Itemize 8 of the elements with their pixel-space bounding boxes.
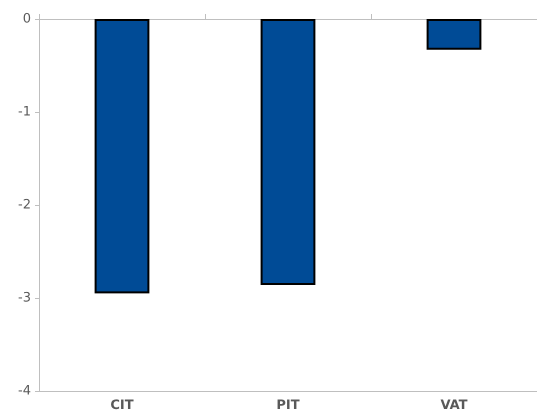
y-tick-label: -3 xyxy=(18,290,31,306)
x-tick-label: PIT xyxy=(276,398,300,413)
y-tick-label: -4 xyxy=(18,384,31,398)
x-tick-label: CIT xyxy=(110,398,134,413)
y-tick-label: 0 xyxy=(22,12,31,26)
y-tick-label: -2 xyxy=(18,198,31,212)
x-tick-label: VAT xyxy=(440,398,468,413)
y-tick-label: -1 xyxy=(18,104,31,120)
